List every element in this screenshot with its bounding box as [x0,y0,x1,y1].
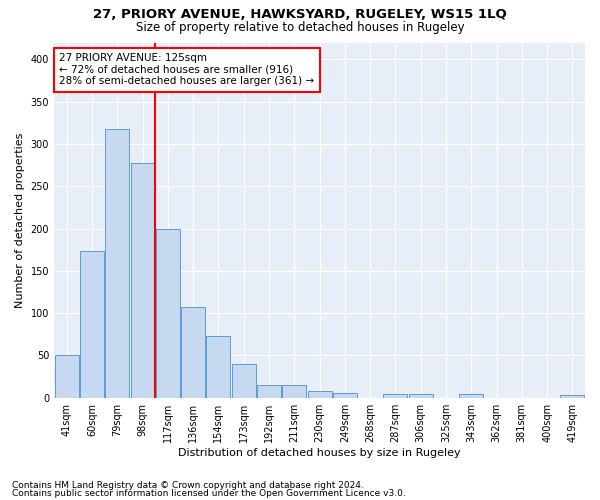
Text: 27 PRIORY AVENUE: 125sqm
← 72% of detached houses are smaller (916)
28% of semi-: 27 PRIORY AVENUE: 125sqm ← 72% of detach… [59,53,314,86]
Text: 27, PRIORY AVENUE, HAWKSYARD, RUGELEY, WS15 1LQ: 27, PRIORY AVENUE, HAWKSYARD, RUGELEY, W… [93,8,507,20]
Bar [55,356,79,398]
Bar [459,394,483,398]
Bar [257,385,281,398]
Bar [282,385,306,398]
Bar [156,228,180,398]
Bar [181,307,205,398]
Text: Contains HM Land Registry data © Crown copyright and database right 2024.: Contains HM Land Registry data © Crown c… [12,481,364,490]
Text: Contains public sector information licensed under the Open Government Licence v3: Contains public sector information licen… [12,488,406,498]
Bar [232,364,256,398]
Bar [105,129,129,398]
Y-axis label: Number of detached properties: Number of detached properties [15,132,25,308]
Bar [560,395,584,398]
Bar [131,162,155,398]
Bar [308,391,332,398]
Text: Size of property relative to detached houses in Rugeley: Size of property relative to detached ho… [136,21,464,34]
X-axis label: Distribution of detached houses by size in Rugeley: Distribution of detached houses by size … [178,448,461,458]
Bar [80,252,104,398]
Bar [383,394,407,398]
Bar [206,336,230,398]
Bar [409,394,433,398]
Bar [333,394,357,398]
